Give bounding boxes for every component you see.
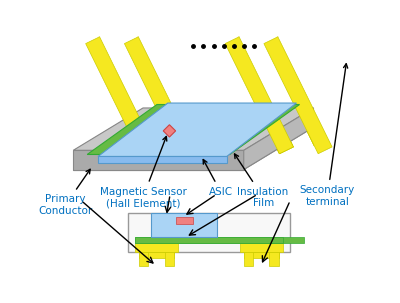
Polygon shape — [50, 36, 360, 150]
Polygon shape — [73, 108, 314, 150]
Text: Primary
Conductor: Primary Conductor — [38, 169, 93, 216]
Bar — [269, 252, 279, 266]
Bar — [135, 243, 178, 252]
Polygon shape — [98, 103, 296, 156]
Polygon shape — [124, 37, 192, 154]
Bar — [139, 252, 148, 266]
Polygon shape — [86, 37, 154, 154]
Polygon shape — [86, 37, 154, 154]
Polygon shape — [163, 125, 176, 137]
Text: ASIC: ASIC — [203, 159, 232, 197]
Polygon shape — [264, 37, 332, 154]
Bar — [135, 237, 282, 243]
Bar — [139, 252, 174, 258]
Polygon shape — [225, 37, 293, 154]
Bar — [135, 237, 304, 243]
Bar — [128, 213, 290, 252]
Polygon shape — [124, 37, 192, 154]
Bar — [151, 213, 217, 237]
Polygon shape — [73, 150, 244, 170]
Polygon shape — [98, 156, 227, 163]
Polygon shape — [225, 37, 293, 154]
Polygon shape — [86, 37, 154, 154]
Bar — [244, 252, 279, 258]
Polygon shape — [86, 37, 154, 154]
Polygon shape — [264, 37, 332, 154]
Polygon shape — [73, 108, 314, 150]
Polygon shape — [244, 108, 314, 170]
Polygon shape — [264, 37, 332, 154]
Polygon shape — [73, 108, 314, 150]
Polygon shape — [314, 36, 360, 270]
Polygon shape — [225, 37, 293, 154]
Polygon shape — [50, 36, 73, 270]
Polygon shape — [124, 37, 192, 154]
Text: Insulation
Film: Insulation Film — [234, 154, 289, 208]
Polygon shape — [244, 108, 314, 170]
Bar — [165, 252, 174, 266]
Polygon shape — [73, 150, 244, 170]
Polygon shape — [87, 105, 300, 155]
Polygon shape — [264, 37, 332, 154]
Bar — [240, 243, 282, 252]
Polygon shape — [225, 37, 293, 154]
Text: Secondary
terminal: Secondary terminal — [300, 64, 355, 207]
Text: Magnetic Sensor
(Hall Element): Magnetic Sensor (Hall Element) — [100, 136, 186, 208]
Bar — [176, 217, 193, 224]
Polygon shape — [124, 37, 192, 154]
Bar — [244, 252, 253, 266]
